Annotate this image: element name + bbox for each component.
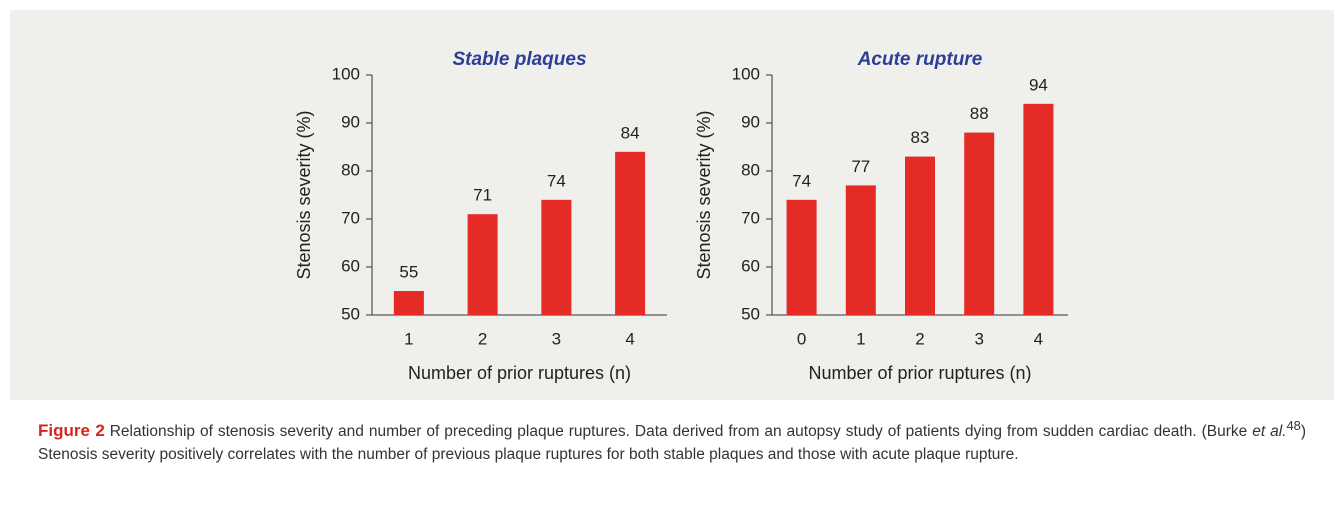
bar: [786, 199, 817, 315]
y-tick-label: 70: [341, 208, 360, 227]
y-tick-label: 100: [332, 64, 360, 83]
caption-italic: et al.: [1252, 423, 1287, 441]
caption-label: Figure 2: [38, 421, 105, 441]
x-tick-label: 2: [478, 329, 487, 348]
chart-title: Acute rupture: [857, 49, 983, 70]
value-label: 77: [851, 157, 870, 176]
value-label: 71: [473, 186, 492, 205]
bar: [905, 156, 935, 315]
bar: [467, 214, 498, 315]
x-tick-label: 3: [974, 329, 983, 348]
caption: Figure 2 Relationship of stenosis severi…: [38, 414, 1306, 466]
y-tick-label: 50: [341, 304, 360, 323]
caption-text: Relationship of stenosis severity and nu…: [109, 423, 1253, 441]
x-axis-label: Number of prior ruptures (n): [808, 363, 1031, 383]
y-tick-label: 50: [741, 304, 760, 323]
y-tick-label: 60: [341, 256, 360, 275]
value-label: 84: [621, 123, 640, 142]
caption-text: ) Stenosis severity positively correlate…: [38, 423, 1307, 464]
bar: [615, 151, 646, 315]
x-tick-label: 4: [1034, 329, 1043, 348]
bar: [845, 185, 876, 315]
value-label: 88: [970, 104, 989, 123]
y-axis-label: Stenosis severity (%): [294, 110, 314, 279]
value-label: 83: [911, 128, 930, 147]
value-label: 74: [792, 171, 811, 190]
bar: [541, 199, 572, 315]
y-tick-label: 90: [341, 112, 360, 131]
value-label: 94: [1029, 75, 1048, 94]
y-axis-label: Stenosis severity (%): [694, 110, 714, 279]
y-tick-label: 80: [741, 160, 760, 179]
charts: Stable plaques Stenosis severity (%) Numbe…: [294, 49, 1068, 383]
y-tick-label: 70: [741, 208, 760, 227]
bar: [1023, 103, 1054, 315]
y-tick-label: 90: [741, 112, 760, 131]
y-tick-label: 60: [741, 256, 760, 275]
bar: [393, 291, 424, 315]
x-tick-label: 2: [915, 329, 924, 348]
figure-panel: [10, 10, 1334, 400]
bar: [964, 132, 995, 315]
value-label: 74: [547, 171, 566, 190]
x-tick-label: 4: [625, 329, 634, 348]
y-tick-label: 80: [341, 160, 360, 179]
chart-title: Stable plaques: [452, 49, 586, 70]
caption-ref: 48: [1286, 418, 1301, 433]
x-tick-label: 3: [552, 329, 561, 348]
x-tick-label: 0: [797, 329, 806, 348]
x-axis-label: Number of prior ruptures (n): [408, 363, 631, 383]
value-label: 55: [399, 262, 418, 281]
x-tick-label: 1: [856, 329, 865, 348]
y-tick-label: 100: [732, 64, 760, 83]
x-tick-label: 1: [404, 329, 413, 348]
